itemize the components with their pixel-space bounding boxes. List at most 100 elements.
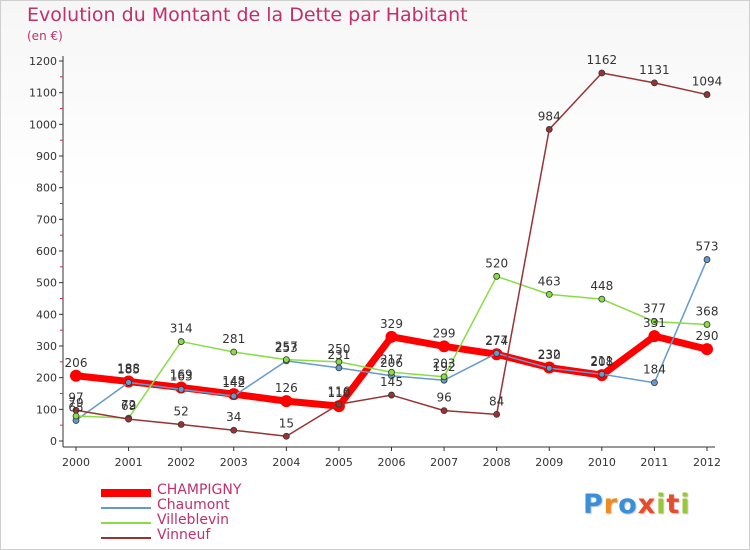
data-point: [70, 369, 82, 382]
data-point: [388, 391, 395, 399]
data-point: [703, 256, 711, 263]
data-label: 250: [327, 342, 350, 356]
data-label: 163: [170, 369, 193, 383]
data-point: [598, 370, 606, 378]
data-point: [282, 356, 290, 364]
data-label: 15: [279, 416, 294, 430]
data-point: [282, 432, 290, 440]
data-point: [177, 385, 185, 393]
data-label: 448: [590, 279, 613, 293]
y-tick-label: 400: [36, 308, 57, 321]
x-tick-label: 2004: [272, 456, 300, 469]
logo-letter: o: [618, 489, 638, 520]
y-tick-label: 300: [36, 340, 57, 353]
data-point: [598, 295, 606, 303]
logo-letter: P: [583, 489, 604, 520]
data-label: 65: [68, 400, 83, 414]
data-point: [125, 379, 132, 386]
x-tick-label: 2002: [167, 456, 195, 469]
data-label: 377: [643, 302, 666, 316]
data-point: [72, 406, 80, 414]
proxiti-logo: Proxiti: [583, 489, 691, 520]
data-point: [648, 330, 661, 343]
x-tick-label: 2006: [378, 456, 406, 469]
data-label: 34: [226, 410, 241, 424]
data-label: 142: [222, 376, 245, 390]
data-point: [651, 79, 658, 87]
data-point: [177, 421, 185, 428]
data-label: 148: [222, 374, 245, 388]
legend-swatch: [101, 489, 151, 497]
data-point: [335, 364, 343, 372]
data-point: [545, 125, 553, 133]
data-label: 72: [121, 398, 136, 412]
logo-letter: t: [666, 489, 681, 520]
legend-swatch: [101, 537, 151, 539]
data-point: [703, 321, 711, 328]
data-point: [125, 415, 132, 423]
data-label: 69: [121, 399, 136, 413]
chart-unit: (en €): [27, 29, 63, 43]
data-label: 368: [696, 304, 719, 318]
y-tick-label: 500: [36, 277, 57, 290]
y-tick-label: 800: [36, 182, 57, 195]
logo-letter: i: [680, 489, 691, 520]
y-tick-label: 1200: [29, 55, 57, 68]
data-point: [335, 358, 343, 366]
data-label: 1131: [639, 63, 670, 77]
data-point: [493, 349, 501, 357]
legend-label: Vinneuf: [157, 527, 211, 543]
data-label: 299: [433, 326, 456, 340]
y-tick-label: 0: [50, 435, 57, 448]
data-label: 984: [538, 109, 561, 123]
data-label: 231: [327, 348, 350, 362]
y-tick-label: 700: [36, 213, 57, 226]
data-point: [440, 407, 448, 415]
legend-label: Chaumont: [157, 497, 230, 513]
data-point: [493, 272, 501, 280]
data-label: 188: [117, 361, 140, 375]
data-label: 230: [538, 348, 561, 362]
data-point: [385, 330, 398, 343]
y-tick-label: 600: [36, 245, 57, 258]
x-tick-label: 2011: [640, 456, 668, 469]
data-label: 1162: [587, 53, 618, 67]
data-point: [651, 318, 658, 326]
data-label: 96: [436, 391, 451, 405]
data-point: [335, 400, 343, 408]
data-label: 192: [433, 360, 456, 374]
data-point: [177, 338, 185, 345]
data-point: [545, 290, 553, 298]
data-point: [545, 364, 553, 372]
logo-letter: r: [603, 489, 619, 520]
data-label: 274: [485, 334, 508, 348]
data-point: [230, 392, 238, 400]
x-tick-label: 2001: [115, 456, 143, 469]
data-label: 169: [170, 367, 193, 381]
data-label: 232: [538, 348, 561, 362]
data-label: 463: [538, 274, 561, 288]
data-label: 203: [433, 357, 456, 371]
logo-letter: i: [656, 489, 667, 520]
data-point: [703, 91, 711, 98]
data-point: [280, 395, 293, 408]
chart-title: Evolution du Montant de la Dette par Hab…: [27, 4, 468, 26]
data-label: 145: [380, 375, 403, 389]
data-label: 253: [275, 341, 298, 355]
legend-label: CHAMPIGNY: [157, 482, 242, 498]
y-tick-label: 1000: [29, 118, 57, 131]
x-tick-label: 2012: [693, 456, 721, 469]
data-label: 110: [327, 386, 350, 400]
data-label: 126: [275, 381, 298, 395]
legend-swatch: [101, 522, 151, 524]
data-label: 277: [485, 333, 508, 347]
x-tick-label: 2000: [62, 456, 90, 469]
data-label: 97: [68, 390, 83, 404]
data-label: 206: [380, 356, 403, 370]
data-label: 290: [696, 329, 719, 343]
data-point: [440, 373, 448, 381]
data-label: 116: [327, 384, 350, 398]
x-tick-label: 2009: [535, 456, 563, 469]
